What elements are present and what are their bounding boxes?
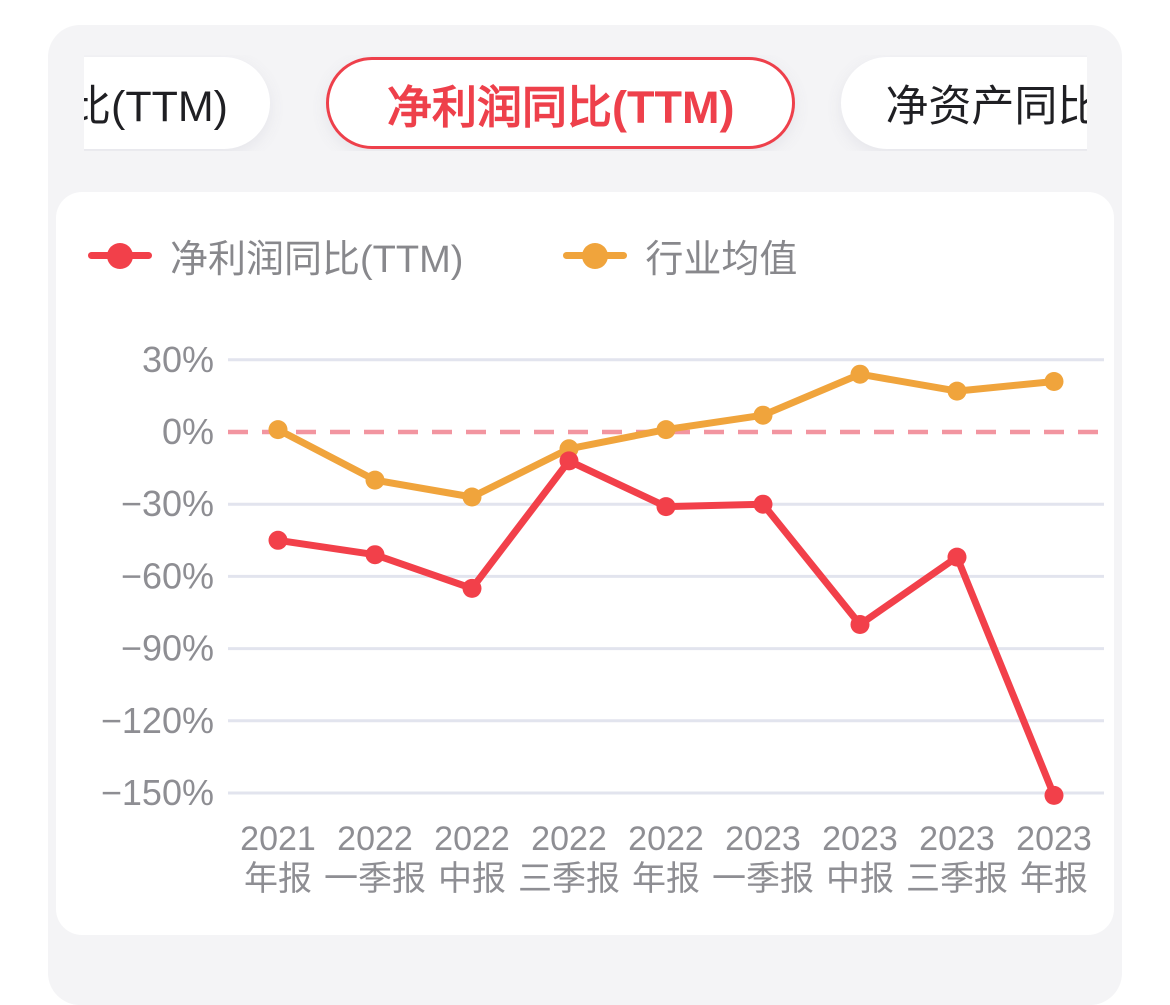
tab-net-assets-yoy[interactable]: 净资产同比 <box>841 57 1087 149</box>
svg-text:中报: 中报 <box>826 860 894 898</box>
svg-text:三季报: 三季报 <box>518 860 620 898</box>
svg-text:2021: 2021 <box>240 820 316 858</box>
svg-text:2022: 2022 <box>337 820 413 858</box>
svg-text:2023: 2023 <box>919 820 995 858</box>
svg-text:0%: 0% <box>162 411 214 452</box>
svg-text:−150%: −150% <box>101 772 214 813</box>
financial-metrics-card: 比(TTM) 净利润同比(TTM) 净资产同比 净利润同比(TTM) 行业均值 … <box>48 25 1122 1005</box>
legend-label-net-profit-yoy: 净利润同比(TTM) <box>170 239 464 281</box>
svg-text:2023: 2023 <box>725 820 801 858</box>
svg-text:2022: 2022 <box>628 820 704 858</box>
legend-line-dot-icon-red <box>88 242 152 269</box>
svg-text:年报: 年报 <box>632 860 700 898</box>
legend-line-dot-icon-orange <box>563 242 628 269</box>
legend-item-net-profit-yoy[interactable]: 净利润同比(TTM) <box>88 228 463 283</box>
svg-text:30%: 30% <box>142 339 214 380</box>
legend-label-industry-average: 行业均值 <box>645 239 798 281</box>
legend-item-industry-average[interactable]: 行业均值 <box>563 228 797 283</box>
svg-text:2023: 2023 <box>1016 820 1092 858</box>
svg-text:年报: 年报 <box>1020 860 1088 898</box>
tab-yoy-partial[interactable]: 比(TTM) <box>84 57 270 149</box>
tab-net-profit-yoy-selected[interactable]: 净利润同比(TTM) <box>326 57 796 149</box>
svg-text:一季报: 一季报 <box>712 860 814 898</box>
svg-text:中报: 中报 <box>438 860 506 898</box>
svg-text:−90%: −90% <box>121 628 214 669</box>
chart-legend: 净利润同比(TTM) 行业均值 <box>88 228 797 283</box>
svg-text:−120%: −120% <box>101 700 214 741</box>
svg-text:2022: 2022 <box>531 820 607 858</box>
svg-text:一季报: 一季报 <box>324 860 426 898</box>
svg-text:−60%: −60% <box>121 555 214 596</box>
chart-panel: 净利润同比(TTM) 行业均值 30% 0% −30% −60% −90% −120% −1… <box>56 192 1114 935</box>
svg-text:2023: 2023 <box>822 820 898 858</box>
svg-text:年报: 年报 <box>244 860 312 898</box>
net-profit-yoy-line-chart[interactable]: 30%0%−30%−60%−90%−120%−150%2021年报2022一季报… <box>56 330 1114 920</box>
svg-text:三季报: 三季报 <box>906 860 1008 898</box>
tab-bar: 比(TTM) 净利润同比(TTM) 净资产同比 <box>84 55 1087 151</box>
svg-text:2022: 2022 <box>434 820 510 858</box>
svg-text:−30%: −30% <box>121 483 214 524</box>
